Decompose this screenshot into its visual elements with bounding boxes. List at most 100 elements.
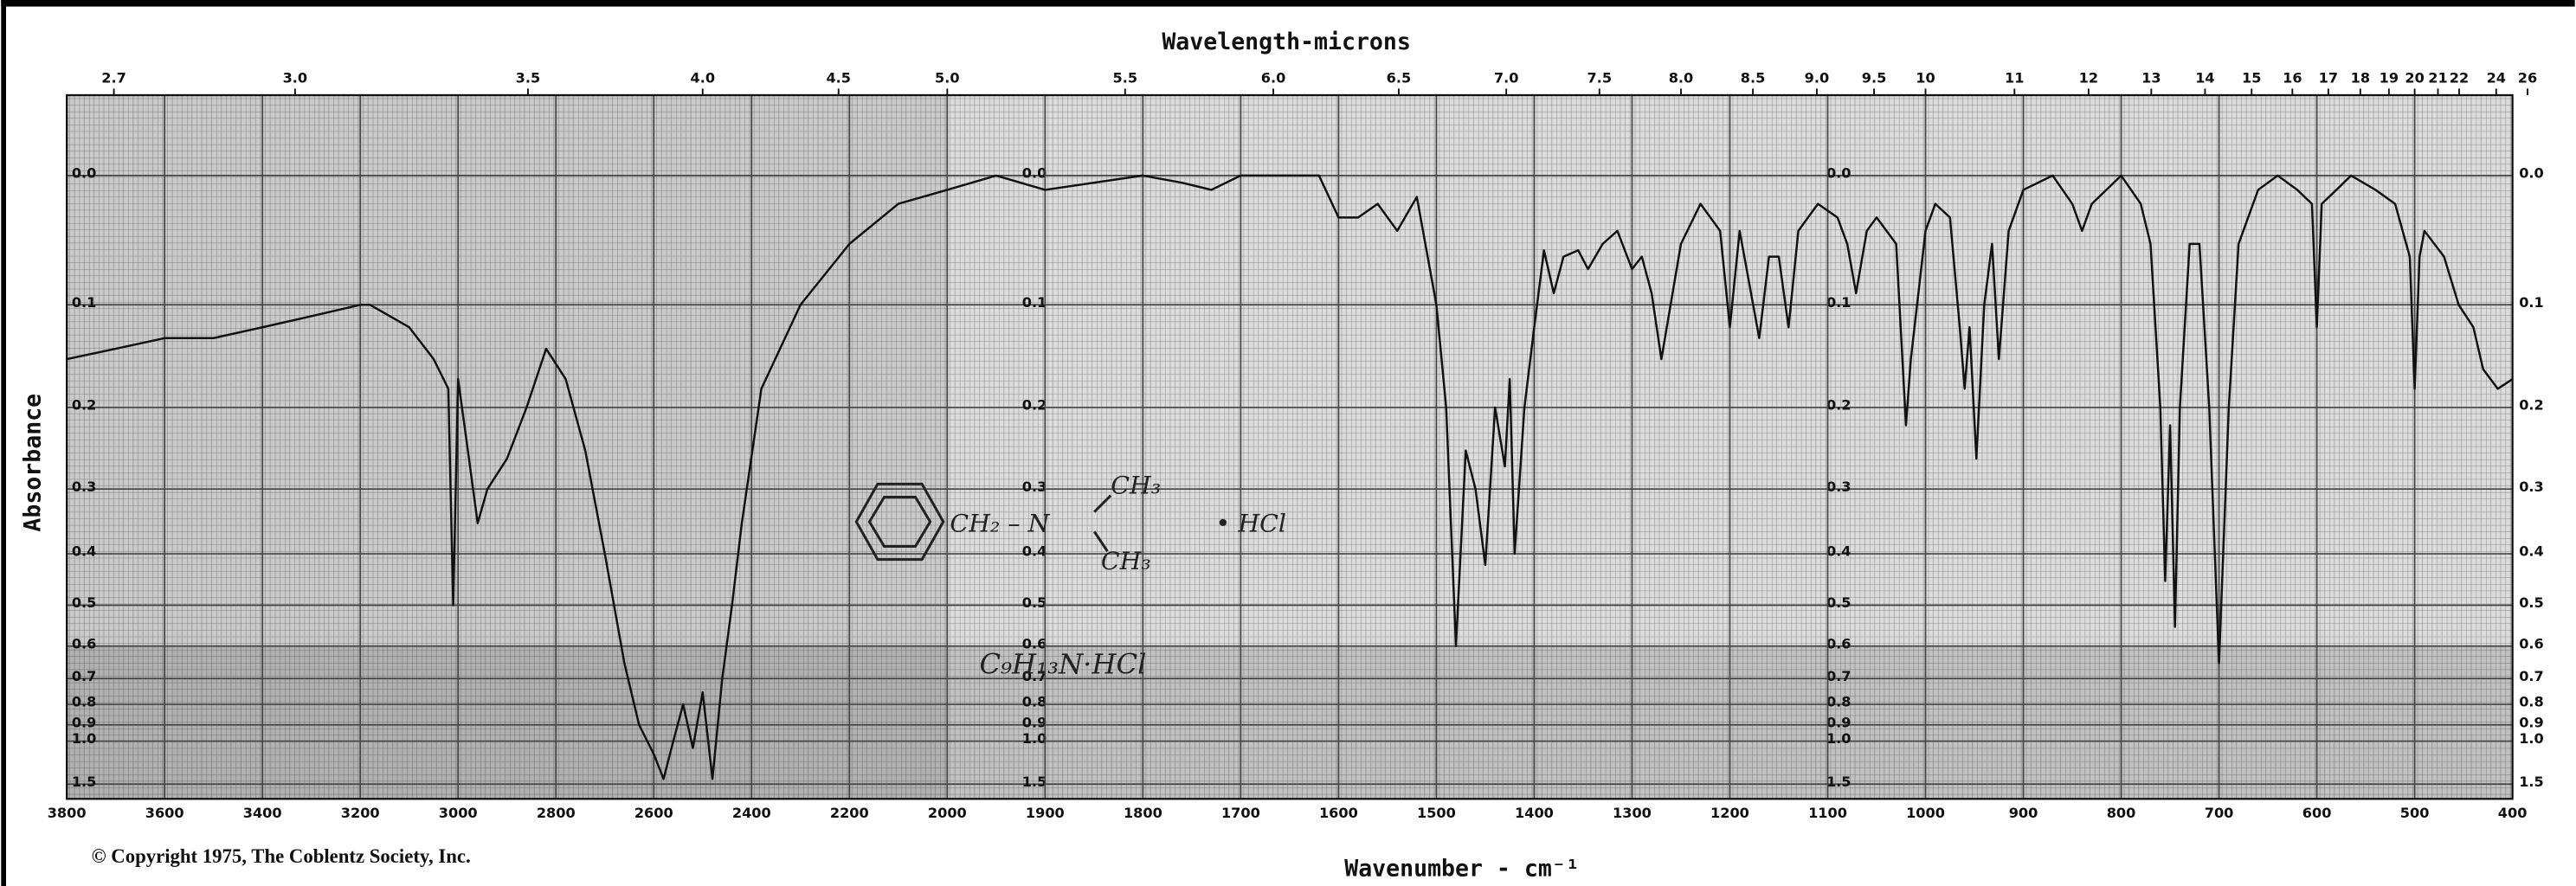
x2-tick-label: 22 xyxy=(2450,70,2469,87)
y-tick-label: 0.2 xyxy=(1826,397,1852,414)
x-axis-title: Wavenumber - cm⁻¹ xyxy=(1344,856,1580,883)
structure-sketch xyxy=(854,482,1112,562)
y-tick-label: 0.3 xyxy=(72,478,97,495)
y-tick-label: 0.5 xyxy=(1022,594,1047,611)
x2-tick-label: 10 xyxy=(1916,70,1935,87)
y-tick-label: 0.1 xyxy=(1826,294,1852,311)
x-tick-label: 700 xyxy=(2205,805,2234,821)
x2-tick-label: 9.5 xyxy=(1862,70,1887,87)
y-tick-label: 0.2 xyxy=(1022,397,1047,414)
y-tick-label: 0.9 xyxy=(2519,714,2544,730)
y-tick-label: 0.0 xyxy=(1022,165,1047,182)
scan-edge xyxy=(1,0,6,886)
x2-tick-label: 7.5 xyxy=(1587,70,1613,87)
y-tick-label: 0.5 xyxy=(2519,594,2544,611)
x2-axis-title: Wavelength-microns xyxy=(1162,29,1411,55)
plot-shade xyxy=(67,645,2513,799)
x-tick-label: 2200 xyxy=(830,805,869,821)
plot-frame xyxy=(66,93,2514,800)
x-tick-label: 2800 xyxy=(537,805,576,821)
y-tick-label: 0.2 xyxy=(72,397,97,414)
x2-tick-label: 4.0 xyxy=(691,70,716,87)
y-tick-label: 1.0 xyxy=(1022,730,1047,747)
y-tick-label: 0.9 xyxy=(1826,714,1852,730)
annotation: • HCl xyxy=(1216,509,1286,537)
y-tick-label: 0.0 xyxy=(1826,165,1852,182)
annotation: C₉H₁₃N·HCl xyxy=(979,647,1146,680)
plot-area: 0.0 0.0 0.0 0.0 0.1 0.1 0.1 0.1 0.2 0.2 0.2 0.2 0.3 0… xyxy=(48,70,2544,821)
x-tick-label: 800 xyxy=(2107,805,2136,821)
x-tick-label: 1100 xyxy=(1808,805,1847,821)
y-tick-label: 0.7 xyxy=(72,668,97,684)
x2-tick-label: 9.0 xyxy=(1805,70,1830,87)
x-tick-label: 900 xyxy=(2009,805,2038,821)
x2-tick-label: 8.5 xyxy=(1741,70,1766,87)
plot-shade xyxy=(67,94,948,799)
bond xyxy=(1093,494,1112,513)
x2-tick-label: 12 xyxy=(2079,70,2098,87)
y-tick-label: 0.2 xyxy=(2519,397,2544,414)
x2-tick-label: 11 xyxy=(2005,70,2024,87)
y-tick-label: 1.0 xyxy=(1826,730,1852,747)
x2-tick-label: 16 xyxy=(2283,70,2302,87)
x-tick-label: 2400 xyxy=(732,805,771,821)
annotation: CH₃ xyxy=(1111,472,1161,500)
x2-tick-label: 20 xyxy=(2405,70,2424,87)
x-tick-label: 1600 xyxy=(1319,805,1358,821)
y-tick-label: 0.6 xyxy=(1826,635,1852,652)
copyright: © Copyright 1975, The Coblentz Society, … xyxy=(92,845,471,867)
y-tick-label: 0.1 xyxy=(2519,294,2544,311)
x2-tick-label: 2.7 xyxy=(101,70,126,87)
x-tick-label: 1800 xyxy=(1124,805,1162,821)
y-tick-label: 0.9 xyxy=(1022,714,1047,730)
y-tick-label: 0.6 xyxy=(1022,635,1047,652)
y-tick-label: 0.1 xyxy=(72,294,97,311)
benzene-ring-inner xyxy=(867,496,932,548)
y-tick-label: 0.9 xyxy=(72,714,97,730)
y-tick-label: 1.5 xyxy=(1826,774,1852,790)
y-tick-label: 0.7 xyxy=(1826,668,1852,684)
y-tick-label: 0.4 xyxy=(1022,543,1047,560)
x-tick-label: 1700 xyxy=(1221,805,1260,821)
x-tick-label: 1400 xyxy=(1515,805,1554,821)
y-tick-label: 0.3 xyxy=(1826,478,1852,495)
y-tick-label: 0.6 xyxy=(2519,635,2544,652)
y-tick-label: 0.7 xyxy=(2519,668,2544,684)
x-tick-label: 3600 xyxy=(145,805,184,821)
x2-tick-label: 17 xyxy=(2319,70,2338,87)
x-tick-label: 1000 xyxy=(1906,805,1945,821)
y-tick-label: 0.8 xyxy=(2519,694,2544,710)
y-tick-label: 1.5 xyxy=(72,774,97,790)
bond xyxy=(1092,530,1109,552)
x2-tick-label: 4.5 xyxy=(826,70,851,87)
x2-tick-label: 15 xyxy=(2242,70,2261,87)
x2-tick-label: 3.5 xyxy=(516,70,541,87)
y-tick-label: 0.4 xyxy=(2519,543,2544,560)
y-tick-label: 0.1 xyxy=(1022,294,1047,311)
y-tick-label: 0.4 xyxy=(72,543,97,560)
y-tick-label: 0.5 xyxy=(72,594,97,611)
y-tick-label: 0.3 xyxy=(1022,478,1047,495)
x2-tick-label: 5.0 xyxy=(935,70,960,87)
x2-tick-label: 5.5 xyxy=(1113,70,1138,87)
x2-tick-label: 18 xyxy=(2351,70,2370,87)
x-tick-label: 3400 xyxy=(243,805,282,821)
y-tick-label: 1.5 xyxy=(1022,774,1047,790)
x2-tick-label: 3.0 xyxy=(283,70,308,87)
annotation: CH₂ – N xyxy=(950,509,1050,537)
x-tick-label: 500 xyxy=(2400,805,2430,821)
spectrum-line xyxy=(66,174,2514,780)
scan-edge xyxy=(1,0,2575,7)
y-tick-label: 0.8 xyxy=(1022,694,1047,710)
x-tick-label: 1200 xyxy=(1710,805,1749,821)
y-tick-label: 1.0 xyxy=(2519,730,2544,747)
x2-tick-label: 24 xyxy=(2487,70,2506,87)
y-tick-label: 0.3 xyxy=(2519,478,2544,495)
x2-tick-label: 19 xyxy=(2380,70,2399,87)
x2-tick-label: 14 xyxy=(2195,70,2214,87)
x-tick-label: 2600 xyxy=(634,805,673,821)
x2-tick-label: 6.5 xyxy=(1387,70,1412,87)
x-tick-label: 3200 xyxy=(341,805,380,821)
